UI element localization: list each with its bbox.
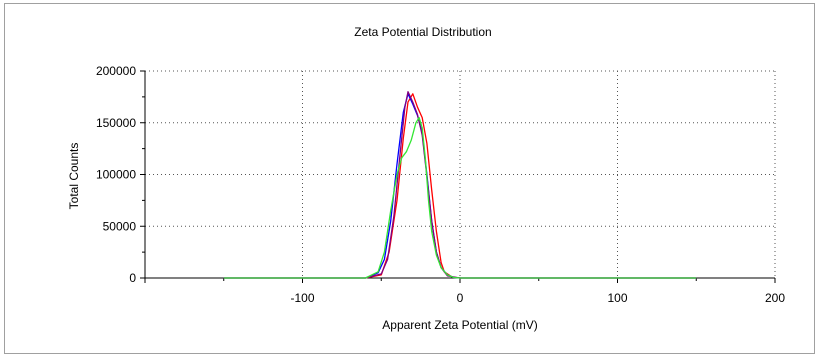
series-line-2 [223,93,697,279]
x-tick-label: -100 [290,291,314,305]
chart-title: Zeta Potential Distribution [354,25,491,39]
series-layer [223,91,697,279]
tick-label-layer: 0 50000 100000 150000 200000 -100 0 100 200 [96,64,785,305]
y-tick-label: 50000 [103,219,137,233]
y-tick-label: 200000 [96,64,136,78]
grid-layer [145,70,776,278]
axes-layer [140,70,776,283]
y-tick-label: 100000 [96,168,136,182]
y-tick-label: 150000 [96,116,136,130]
x-tick-label: 100 [607,291,627,305]
series-line-3 [223,91,697,279]
series-line-4 [223,116,697,279]
x-axis-label: Apparent Zeta Potential (mV) [382,318,537,332]
chart-frame [4,3,815,354]
y-tick-label: 0 [129,271,136,285]
x-tick-label: 0 [457,291,464,305]
series-line-1 [223,93,697,279]
x-tick-label: 200 [765,291,785,305]
y-axis-label: Total Counts [67,143,81,210]
